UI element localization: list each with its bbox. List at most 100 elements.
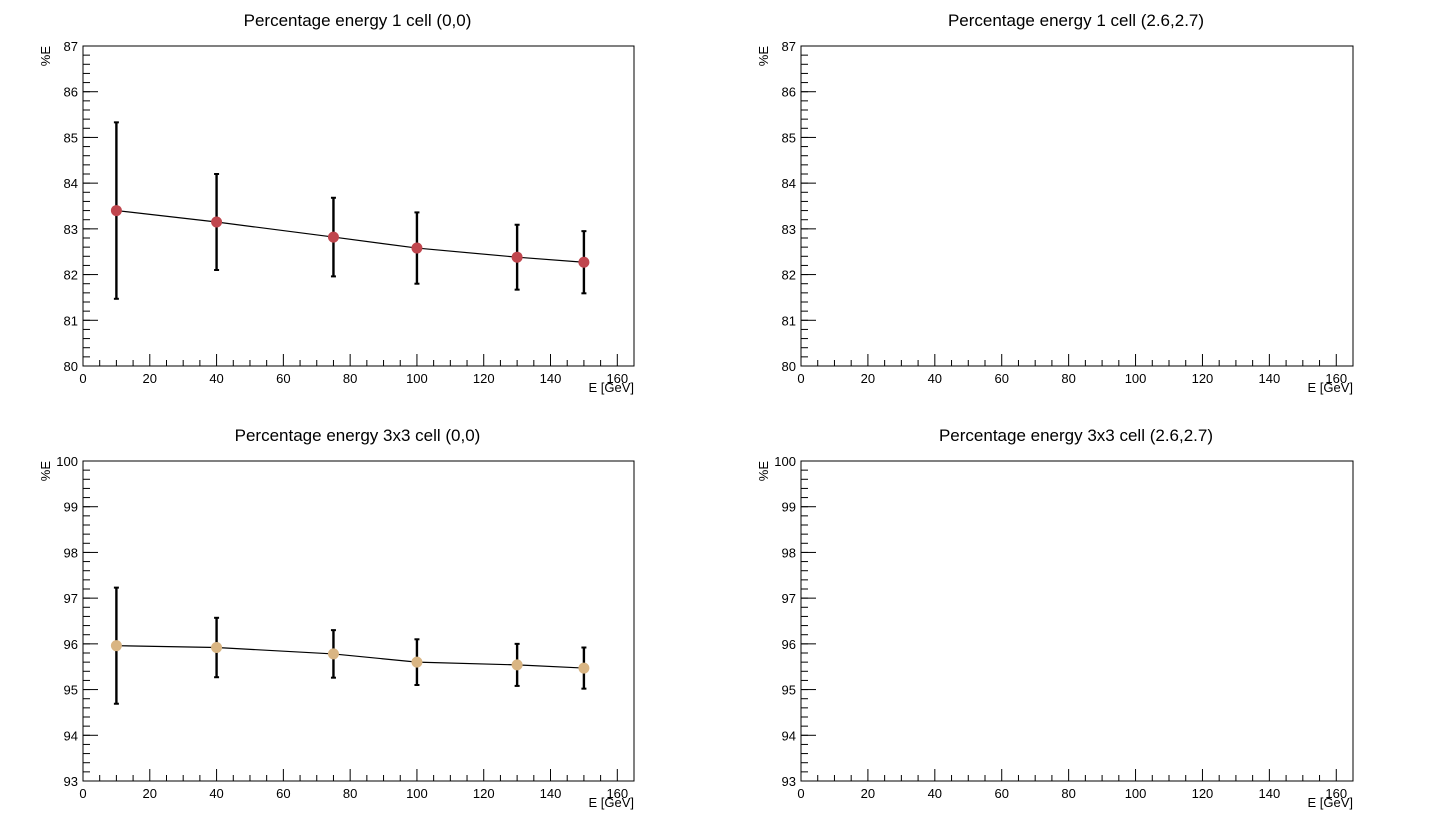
- data-point: [110, 640, 122, 652]
- x-tick-label: 120: [473, 371, 495, 386]
- x-tick-label: 0: [79, 371, 86, 386]
- x-tick-label: 80: [1061, 786, 1075, 801]
- x-tick-label: 80: [343, 371, 357, 386]
- series-line: [116, 645, 584, 669]
- chart-title: Percentage energy 1 cell (0,0): [244, 11, 472, 30]
- y-axis-label: %E: [38, 46, 53, 67]
- data-point: [327, 231, 339, 243]
- y-tick-label: 100: [774, 454, 796, 469]
- y-axis-label: %E: [756, 461, 771, 482]
- x-tick-label: 100: [406, 371, 428, 386]
- x-axis-label: E [GeV]: [1307, 795, 1353, 810]
- data-point: [578, 256, 590, 268]
- data-point: [327, 648, 339, 660]
- x-tick-label: 120: [1192, 371, 1214, 386]
- x-tick-label: 40: [928, 371, 942, 386]
- x-tick-label: 60: [994, 371, 1008, 386]
- y-tick-label: 95: [64, 683, 78, 698]
- x-tick-label: 0: [797, 371, 804, 386]
- y-tick-label: 87: [64, 39, 78, 54]
- chart-title: Percentage energy 1 cell (2.6,2.7): [948, 11, 1204, 30]
- data-point: [211, 642, 223, 654]
- x-tick-label: 40: [928, 786, 942, 801]
- series-line: [116, 209, 584, 263]
- chart-panel-2: Percentage energy 1 cell (2.6,2.7) 0 20 40 6…: [756, 11, 1354, 395]
- y-tick-label: 84: [782, 176, 796, 191]
- x-tick-label: 120: [1192, 786, 1214, 801]
- x-tick-label: 160: [1325, 786, 1347, 801]
- y-tick-label: 94: [64, 728, 78, 743]
- x-tick-label: 160: [606, 786, 628, 801]
- x-tick-label: 140: [540, 371, 562, 386]
- x-tick-label: 0: [797, 786, 804, 801]
- x-tick-label: 40: [209, 371, 223, 386]
- y-tick-label: 97: [64, 591, 78, 606]
- y-tick-label: 83: [64, 222, 78, 237]
- x-tick-label: 100: [406, 786, 428, 801]
- y-tick-label: 86: [782, 85, 796, 100]
- y-tick-label: 93: [782, 774, 796, 789]
- y-tick-label: 98: [782, 545, 796, 560]
- x-axis-label: E [GeV]: [588, 795, 634, 810]
- chart-panel-3: Percentage energy 3x3 cell (0,0) 0 20 40 60 8…: [38, 426, 635, 810]
- x-tick-label: 20: [143, 371, 157, 386]
- y-tick-label: 85: [782, 130, 796, 145]
- chart-panel-4: Percentage energy 3x3 cell (2.6,2.7) 0 20 4…: [756, 426, 1354, 810]
- y-tick-label: 85: [64, 130, 78, 145]
- y-tick-label: 94: [782, 728, 796, 743]
- y-tick-label: 80: [64, 359, 78, 374]
- y-tick-label: 98: [64, 545, 78, 560]
- y-tick-label: 95: [782, 683, 796, 698]
- x-tick-label: 20: [861, 786, 875, 801]
- y-tick-label: 83: [782, 222, 796, 237]
- y-tick-label: 84: [64, 176, 78, 191]
- x-tick-label: 20: [143, 786, 157, 801]
- x-tick-label: 40: [209, 786, 223, 801]
- x-tick-label: 140: [1259, 371, 1281, 386]
- y-tick-label: 82: [782, 268, 796, 283]
- y-tick-label: 100: [56, 454, 78, 469]
- x-tick-label: 80: [1061, 371, 1075, 386]
- plot-frame: [82, 460, 635, 782]
- x-axis-label: E [GeV]: [1307, 380, 1353, 395]
- y-tick-label: 81: [782, 313, 796, 328]
- plot-frame: [82, 45, 635, 367]
- x-tick-label: 60: [276, 371, 290, 386]
- data-point: [511, 251, 523, 263]
- x-tick-label: 60: [994, 786, 1008, 801]
- x-tick-label: 120: [473, 786, 495, 801]
- data-point: [411, 656, 423, 668]
- chart-title: Percentage energy 3x3 cell (2.6,2.7): [939, 426, 1213, 445]
- y-tick-label: 99: [782, 500, 796, 515]
- data-point: [578, 662, 590, 674]
- data-point: [511, 659, 523, 671]
- chart-panel-1: Percentage energy 1 cell (0,0) 0 20 40 60 80 1…: [38, 11, 635, 395]
- y-tick-label: 80: [782, 359, 796, 374]
- x-tick-label: 160: [1325, 371, 1347, 386]
- x-axis-label: E [GeV]: [588, 380, 634, 395]
- y-tick-label: 96: [782, 637, 796, 652]
- y-axis-label: %E: [756, 46, 771, 67]
- x-tick-label: 60: [276, 786, 290, 801]
- y-tick-label: 87: [782, 39, 796, 54]
- data-point: [211, 216, 223, 228]
- x-tick-label: 140: [540, 786, 562, 801]
- y-tick-label: 97: [782, 591, 796, 606]
- plot-frame: [800, 460, 1354, 782]
- chart-title: Percentage energy 3x3 cell (0,0): [235, 426, 481, 445]
- x-tick-label: 100: [1125, 786, 1147, 801]
- data-point: [411, 242, 423, 254]
- x-tick-label: 0: [79, 786, 86, 801]
- x-tick-label: 160: [606, 371, 628, 386]
- y-axis-label: %E: [38, 461, 53, 482]
- plot-frame: [800, 45, 1354, 367]
- x-tick-label: 100: [1125, 371, 1147, 386]
- y-tick-label: 82: [64, 268, 78, 283]
- x-tick-label: 80: [343, 786, 357, 801]
- y-tick-label: 86: [64, 85, 78, 100]
- y-tick-label: 81: [64, 313, 78, 328]
- x-tick-label: 140: [1259, 786, 1281, 801]
- y-tick-label: 99: [64, 500, 78, 515]
- x-tick-label: 20: [861, 371, 875, 386]
